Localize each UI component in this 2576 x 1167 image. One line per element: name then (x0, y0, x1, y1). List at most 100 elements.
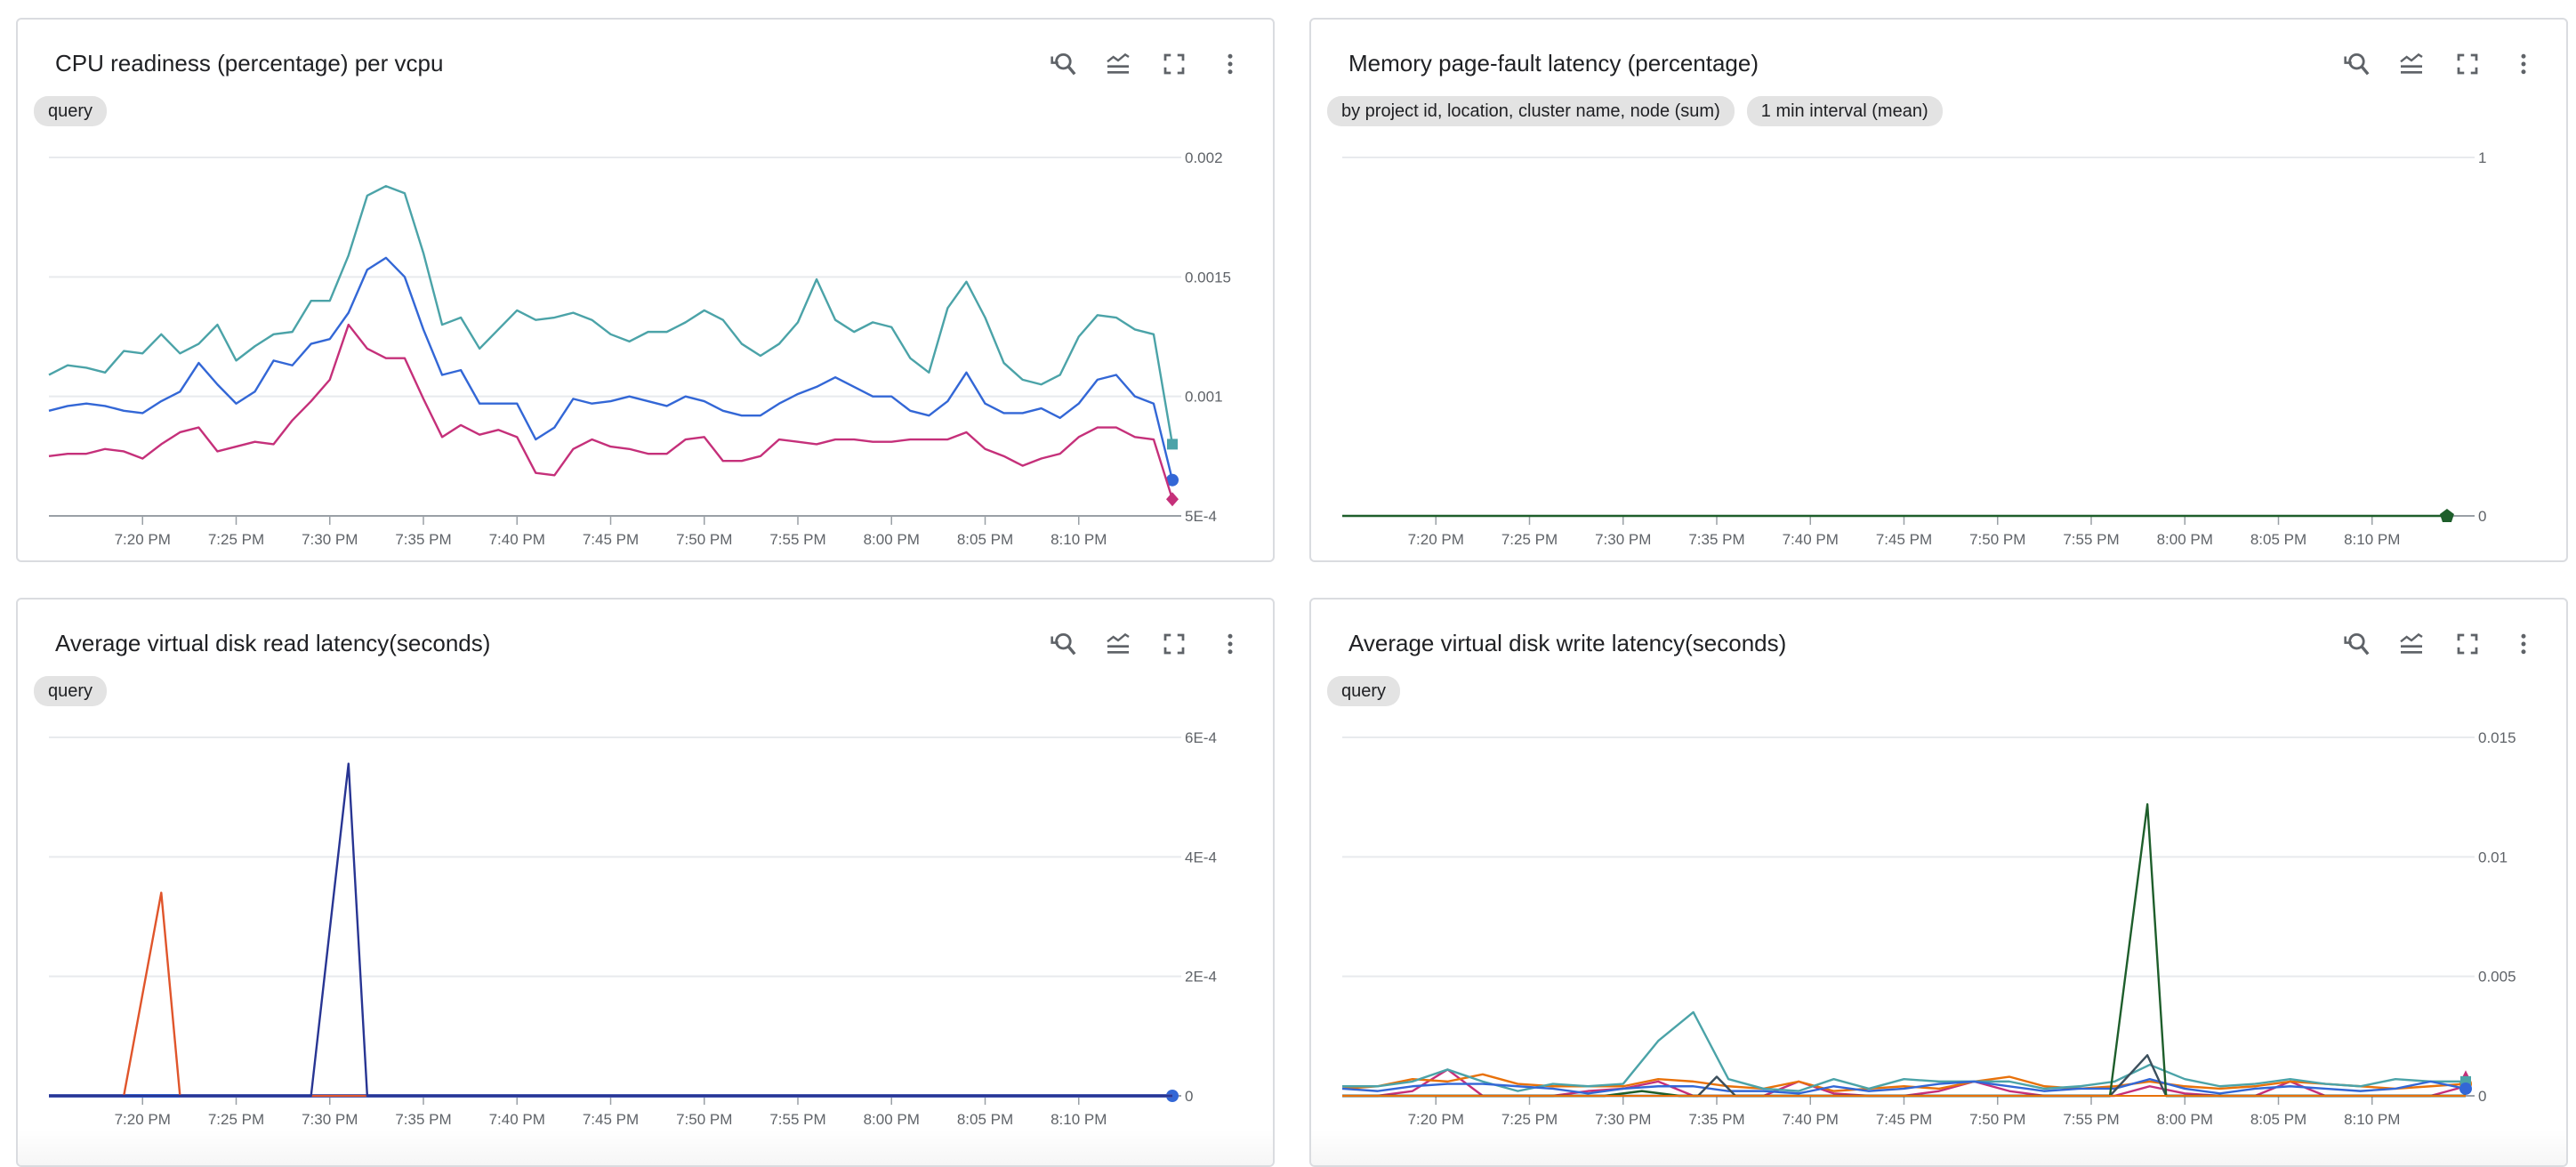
more-vert-icon[interactable] (1212, 46, 1248, 82)
x-tick-label: 7:20 PM (115, 531, 171, 548)
line-chart: 0.015 0.01 0.005 0 7:20 PM 7:25 PM 7:30 PM 7:35… (1341, 729, 2516, 1128)
x-tick-label: 7:35 PM (1688, 1111, 1744, 1128)
x-tick-label: 7:40 PM (1783, 531, 1839, 548)
legend-toggle-icon[interactable] (1100, 46, 1136, 82)
y-tick-label: 0.015 (2478, 729, 2516, 746)
filter-chips: query (1327, 676, 1401, 706)
series-end-marker (1166, 473, 1179, 487)
series-line (48, 185, 1174, 445)
line-chart: 6E-4 4E-4 2E-4 0 7:20 PM 7:25 PM 7:30 PM 7:35 P… (49, 729, 1217, 1128)
x-tick-label: 7:30 PM (302, 531, 358, 548)
x-tick-label: 7:25 PM (208, 1111, 264, 1128)
fullscreen-icon[interactable] (1156, 626, 1192, 662)
x-tick-label: 8:00 PM (864, 1111, 920, 1128)
x-tick-label: 7:25 PM (1501, 1111, 1558, 1128)
reset-zoom-icon[interactable] (1044, 46, 1080, 82)
x-tick-label: 7:25 PM (1501, 531, 1558, 548)
x-tick-label: 8:00 PM (2157, 1111, 2213, 1128)
series-end-marker (1166, 492, 1179, 507)
chart-toolbar (1041, 46, 1254, 82)
x-tick-label: 8:05 PM (957, 1111, 1013, 1128)
more-vert-icon[interactable] (2506, 626, 2541, 662)
x-tick-label: 7:50 PM (676, 1111, 732, 1128)
fullscreen-icon[interactable] (2450, 46, 2485, 82)
y-tick-label: 0.005 (2478, 969, 2516, 986)
fullscreen-icon[interactable] (2450, 626, 2485, 662)
x-tick-label: 7:20 PM (1408, 531, 1464, 548)
x-tick-label: 7:40 PM (1783, 1111, 1839, 1128)
x-tick-label: 7:50 PM (1969, 531, 2025, 548)
x-tick-label: 7:55 PM (769, 531, 825, 548)
x-tick-label: 8:05 PM (2250, 531, 2306, 548)
x-tick-label: 7:55 PM (2063, 531, 2119, 548)
legend-toggle-icon[interactable] (1100, 626, 1136, 662)
x-tick-label: 7:45 PM (1876, 531, 1932, 548)
y-tick-label: 0 (2478, 508, 2486, 525)
chart-toolbar (2334, 46, 2548, 82)
series-line (49, 762, 1172, 1098)
filter-chip[interactable]: by project id, location, cluster name, n… (1327, 96, 1735, 126)
x-tick-label: 7:45 PM (583, 531, 639, 548)
y-tick-label: 1 (2478, 149, 2486, 166)
x-tick-label: 7:20 PM (1408, 1111, 1464, 1128)
x-tick-label: 7:30 PM (302, 1111, 358, 1128)
x-tick-label: 7:35 PM (395, 531, 451, 548)
chart-title: Memory page-fault latency (percentage) (1348, 50, 1759, 76)
chart-toolbar (1041, 626, 1254, 662)
disk-write-latency-panel: Average virtual disk write latency(secon… (1309, 598, 2568, 1167)
series-line (49, 891, 1172, 1098)
fullscreen-icon[interactable] (1156, 46, 1192, 82)
x-tick-label: 7:55 PM (2063, 1111, 2119, 1128)
cpu-readiness-panel: CPU readiness (percentage) per vcpu query… (16, 18, 1275, 562)
filter-chip[interactable]: query (34, 676, 108, 706)
disk-read-latency-panel: Average virtual disk read latency(second… (16, 598, 1275, 1167)
x-tick-label: 7:40 PM (489, 531, 545, 548)
x-tick-label: 7:35 PM (395, 1111, 451, 1128)
x-tick-label: 7:45 PM (583, 1111, 639, 1128)
legend-toggle-icon[interactable] (2394, 626, 2429, 662)
series-end-marker (2459, 1082, 2472, 1095)
chart-title: CPU readiness (percentage) per vcpu (55, 50, 444, 76)
x-tick-label: 7:30 PM (1595, 531, 1651, 548)
series-end-marker (2439, 509, 2454, 522)
series-line (1342, 803, 2466, 1098)
y-tick-label: 0 (2478, 1088, 2486, 1105)
more-vert-icon[interactable] (1212, 626, 1248, 662)
y-tick-label: 0.002 (1185, 149, 1223, 166)
y-tick-label: 6E-4 (1185, 729, 1217, 746)
x-tick-label: 8:00 PM (2157, 531, 2213, 548)
reset-zoom-icon[interactable] (1044, 626, 1080, 662)
y-tick-label: 0.01 (2478, 849, 2508, 865)
x-tick-label: 8:00 PM (864, 531, 920, 548)
y-tick-label: 5E-4 (1185, 508, 1217, 525)
x-tick-label: 8:05 PM (957, 531, 1013, 548)
y-tick-label: 4E-4 (1185, 849, 1217, 865)
x-tick-label: 8:10 PM (1051, 531, 1107, 548)
filter-chip[interactable]: 1 min interval (mean) (1746, 96, 1943, 126)
y-tick-label: 0.0015 (1185, 269, 1231, 286)
more-vert-icon[interactable] (2506, 46, 2541, 82)
y-tick-label: 0.001 (1185, 389, 1223, 406)
y-tick-label: 0 (1185, 1088, 1193, 1105)
x-tick-label: 7:50 PM (676, 531, 732, 548)
x-tick-label: 7:55 PM (769, 1111, 825, 1128)
filter-chips: query (34, 96, 108, 126)
x-tick-label: 7:30 PM (1595, 1111, 1651, 1128)
series-line (1342, 1010, 2466, 1092)
chart-title: Average virtual disk read latency(second… (55, 630, 491, 656)
memory-page-fault-panel: Memory page-fault latency (percentage) by… (1309, 18, 2568, 562)
x-tick-label: 7:35 PM (1688, 531, 1744, 548)
y-tick-label: 2E-4 (1185, 969, 1217, 986)
legend-toggle-icon[interactable] (2394, 46, 2429, 82)
series-line (48, 323, 1174, 500)
filter-chips: query (34, 676, 108, 706)
chart-toolbar (2334, 626, 2548, 662)
filter-chip[interactable]: query (1327, 676, 1401, 706)
reset-zoom-icon[interactable] (2338, 626, 2373, 662)
series-end-marker (1167, 439, 1178, 450)
reset-zoom-icon[interactable] (2338, 46, 2373, 82)
x-tick-label: 7:25 PM (208, 531, 264, 548)
x-tick-label: 8:10 PM (1051, 1111, 1107, 1128)
filter-chip[interactable]: query (34, 96, 108, 126)
x-tick-label: 7:45 PM (1876, 1111, 1932, 1128)
